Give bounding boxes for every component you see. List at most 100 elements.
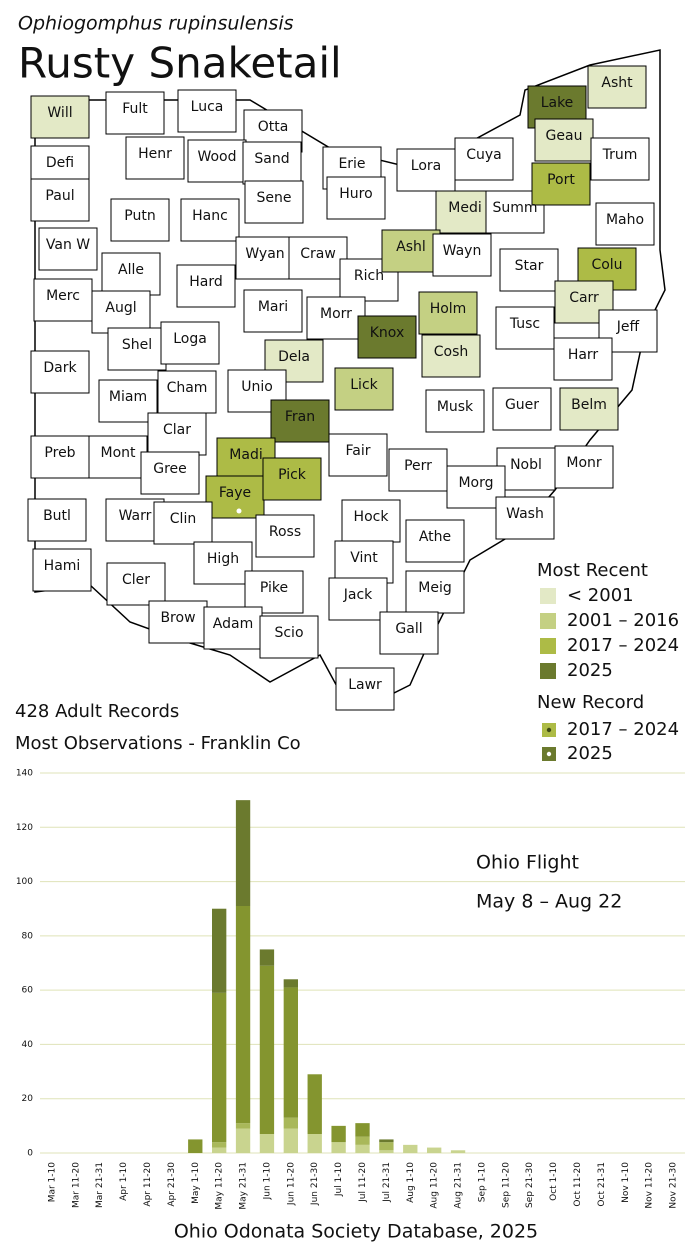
species: Ophiogomphus rupinsulensis [18,13,294,35]
county [244,570,304,614]
county [357,315,417,359]
county [334,540,394,584]
county [328,577,388,621]
county-label: Clin [170,511,196,527]
chart: 0 20 40 60 80 100 120 140 Mar 1-10 Mar 11-20 Mar 2… [16,769,685,1243]
y-tick-label: 100 [16,877,33,887]
county [180,198,240,242]
county [559,387,619,431]
x-tick-label: Jun 11-20 [286,1162,296,1206]
county-map: Will Fult Luca Otta Asht Lake Geau Defi Henr Wood… [27,65,658,711]
county-label: Hard [189,274,223,290]
county-label: Warr [119,508,152,524]
x-tick-label: Nov 11-20 [645,1162,655,1209]
legend-label: < 2001 [567,585,634,606]
county-label: Asht [601,75,633,91]
county-label: Wood [197,149,236,165]
county-label: Wayn [443,243,482,259]
x-tick-label: Jun 21-30 [310,1162,320,1206]
x-tick-label: Sep 1-10 [477,1162,487,1203]
county-label: Craw [300,246,336,262]
county-label: Lake [541,95,574,111]
county-label: Medi [448,200,481,216]
county-label: Huro [339,186,372,202]
x-tick-label: Apr 21-30 [167,1162,177,1207]
bar-segment [307,1134,322,1153]
county [107,327,167,371]
county [30,178,90,222]
legend: Most Recent < 2001 2001 – 2016 2017 – 2024 2… [537,560,679,764]
county-label: Summ [492,200,537,216]
county [418,291,478,335]
county [405,519,465,563]
county-label: Paul [45,188,74,204]
county [242,141,302,185]
bar-segment [283,979,298,988]
x-tick-label: Oct 11-20 [573,1162,583,1207]
bar-segment [355,1123,370,1137]
county [405,570,465,614]
county [306,296,366,340]
bar-segment [355,1136,370,1145]
county-label: Morr [320,306,352,322]
county-label: Rich [354,268,384,284]
county [106,562,166,606]
legend-dot [546,751,552,757]
county-label: Fair [346,443,371,459]
county-label: Cham [167,380,208,396]
x-tick-label: Jul 21-31 [382,1162,392,1203]
county [30,435,90,479]
county-label: Brow [160,610,195,626]
bar-segment [212,908,227,993]
county-label: Sene [257,190,292,206]
bar-segment [235,906,251,1124]
county [147,412,207,456]
x-tick-label: Nov 1-10 [621,1162,631,1203]
county [326,176,386,220]
county [38,227,98,271]
county-label: Dela [278,349,310,365]
county-label: Miam [109,389,147,405]
county [587,65,647,109]
county-label: Harr [568,347,599,363]
source: Ohio Odonata Society Database, 2025 [174,1221,538,1243]
county-label: Colu [591,257,622,273]
y-tick-label: 20 [22,1094,34,1104]
x-tick-label: Aug 1-10 [406,1162,416,1203]
county-label: Meig [418,580,451,596]
county-label: Will [47,105,72,121]
county-label: Sand [254,151,289,167]
bar-segment [235,1123,251,1129]
legend-dot [546,727,552,733]
county [98,379,158,423]
county [255,514,315,558]
county-label: Musk [437,399,474,415]
county [495,496,555,540]
x-tick-label: Aug 21-31 [454,1162,464,1209]
county [595,202,655,246]
county-label: Star [515,258,544,274]
bar-segment [259,949,275,966]
county [425,389,485,433]
annotation: May 8 – Aug 22 [476,891,622,913]
county-label: Madi [229,447,262,463]
x-tick-label: Oct 1-10 [549,1162,559,1201]
county [496,447,556,491]
county-label: Wyan [245,246,284,262]
county [381,229,441,273]
bar-segment [331,1142,346,1153]
county-label: Morg [458,475,493,491]
x-tick-label: Mar 11-20 [71,1162,81,1208]
county-label: Belm [571,397,607,413]
x-tick-label: Aug 11-20 [430,1162,440,1209]
legend-label: 2025 [567,660,613,681]
bar-segment [379,1139,394,1143]
legend-label: 2001 – 2016 [567,610,679,631]
county-label: Cler [122,572,150,588]
x-tick-label: May 1-10 [191,1162,201,1204]
county-label: Athe [419,529,451,545]
county [432,233,492,277]
county [262,457,322,501]
legend-title: Most Recent [537,560,648,581]
county [270,399,330,443]
